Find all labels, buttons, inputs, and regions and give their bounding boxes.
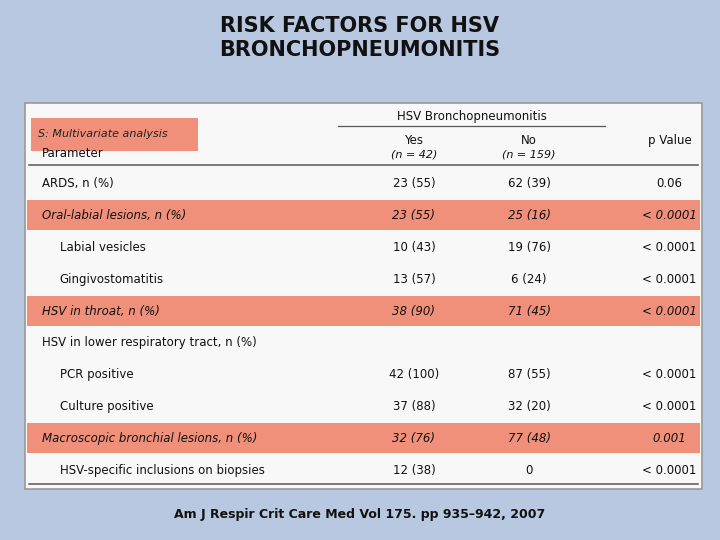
Text: Culture positive: Culture positive bbox=[60, 400, 153, 413]
Text: 71 (45): 71 (45) bbox=[508, 305, 551, 318]
Text: 32 (76): 32 (76) bbox=[392, 432, 436, 445]
Text: PCR positive: PCR positive bbox=[60, 368, 133, 381]
Text: Labial vesicles: Labial vesicles bbox=[60, 241, 145, 254]
FancyBboxPatch shape bbox=[27, 296, 700, 326]
Text: Gingivostomatitis: Gingivostomatitis bbox=[60, 273, 164, 286]
Text: RISK FACTORS FOR HSV
BRONCHOPNEUMONITIS: RISK FACTORS FOR HSV BRONCHOPNEUMONITIS bbox=[220, 16, 500, 60]
FancyBboxPatch shape bbox=[27, 200, 700, 231]
Text: 0.06: 0.06 bbox=[657, 177, 683, 190]
Text: p Value: p Value bbox=[648, 134, 691, 147]
Text: 6 (24): 6 (24) bbox=[511, 273, 547, 286]
Text: < 0.0001: < 0.0001 bbox=[642, 464, 697, 477]
Text: 23 (55): 23 (55) bbox=[392, 209, 436, 222]
Text: S: Multivariate analysis: S: Multivariate analysis bbox=[38, 130, 168, 139]
Text: 13 (57): 13 (57) bbox=[392, 273, 436, 286]
Text: 87 (55): 87 (55) bbox=[508, 368, 551, 381]
Text: No: No bbox=[521, 134, 537, 147]
Text: < 0.0001: < 0.0001 bbox=[642, 209, 697, 222]
Text: 23 (55): 23 (55) bbox=[392, 177, 436, 190]
Text: 62 (39): 62 (39) bbox=[508, 177, 551, 190]
Text: 0: 0 bbox=[526, 464, 533, 477]
Text: HSV Bronchopneumonitis: HSV Bronchopneumonitis bbox=[397, 110, 546, 123]
Text: ARDS, n (%): ARDS, n (%) bbox=[42, 177, 114, 190]
Text: Oral-labial lesions, n (%): Oral-labial lesions, n (%) bbox=[42, 209, 186, 222]
Text: 10 (43): 10 (43) bbox=[392, 241, 436, 254]
Text: 32 (20): 32 (20) bbox=[508, 400, 551, 413]
Text: 77 (48): 77 (48) bbox=[508, 432, 551, 445]
FancyBboxPatch shape bbox=[27, 423, 700, 453]
Text: HSV in lower respiratory tract, n (%): HSV in lower respiratory tract, n (%) bbox=[42, 336, 256, 349]
Text: < 0.0001: < 0.0001 bbox=[642, 368, 697, 381]
Text: (n = 159): (n = 159) bbox=[503, 150, 556, 160]
Text: 37 (88): 37 (88) bbox=[392, 400, 436, 413]
FancyBboxPatch shape bbox=[25, 103, 702, 489]
Text: < 0.0001: < 0.0001 bbox=[642, 305, 697, 318]
Text: 42 (100): 42 (100) bbox=[389, 368, 439, 381]
Text: (n = 42): (n = 42) bbox=[391, 150, 437, 160]
Text: < 0.0001: < 0.0001 bbox=[642, 241, 697, 254]
Text: 25 (16): 25 (16) bbox=[508, 209, 551, 222]
Text: 12 (38): 12 (38) bbox=[392, 464, 436, 477]
FancyBboxPatch shape bbox=[31, 118, 198, 151]
Text: 19 (76): 19 (76) bbox=[508, 241, 551, 254]
Text: HSV in throat, n (%): HSV in throat, n (%) bbox=[42, 305, 160, 318]
Text: < 0.0001: < 0.0001 bbox=[642, 400, 697, 413]
Text: HSV-specific inclusions on biopsies: HSV-specific inclusions on biopsies bbox=[60, 464, 265, 477]
Text: Yes: Yes bbox=[405, 134, 423, 147]
Text: < 0.0001: < 0.0001 bbox=[642, 273, 697, 286]
Text: Am J Respir Crit Care Med Vol 175. pp 935–942, 2007: Am J Respir Crit Care Med Vol 175. pp 93… bbox=[174, 508, 546, 521]
Text: Parameter: Parameter bbox=[42, 147, 104, 160]
Text: Macroscopic bronchial lesions, n (%): Macroscopic bronchial lesions, n (%) bbox=[42, 432, 257, 445]
Text: 0.001: 0.001 bbox=[653, 432, 686, 445]
Text: 38 (90): 38 (90) bbox=[392, 305, 436, 318]
